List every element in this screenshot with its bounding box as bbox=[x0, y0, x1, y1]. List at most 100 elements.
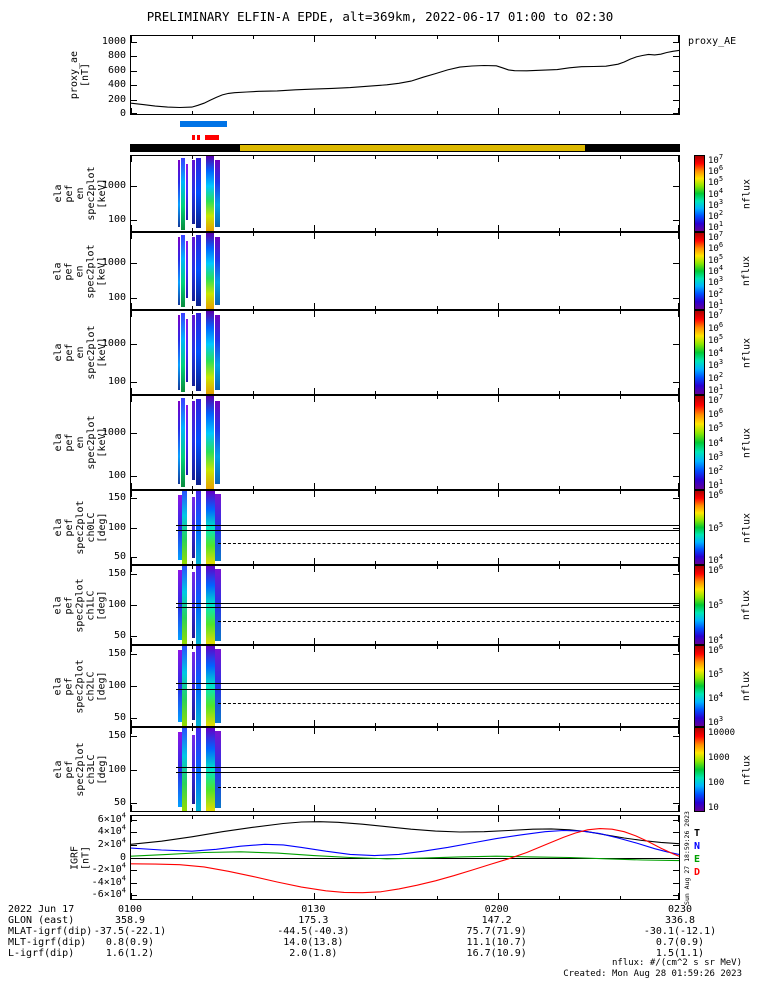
x-tick-minor bbox=[192, 36, 194, 39]
x-tick-mark bbox=[314, 805, 316, 811]
y-tick-label: 100 bbox=[107, 763, 126, 775]
x-tick-mark bbox=[314, 388, 316, 394]
plot-title: PRELIMINARY ELFIN-A EPDE, alt=369km, 202… bbox=[146, 9, 614, 24]
y-tick-mark bbox=[673, 56, 679, 58]
table-cell: 0.8(0.9) bbox=[105, 937, 155, 948]
y-tick-mark bbox=[131, 85, 137, 87]
proxy-ae-series-label: proxy_AE bbox=[688, 36, 737, 47]
spectrogram-stripe bbox=[191, 400, 195, 480]
y-tick-mark bbox=[673, 636, 679, 638]
x-tick-mark bbox=[497, 720, 499, 726]
x-tick-minor bbox=[558, 566, 560, 569]
spectrogram-stripe bbox=[214, 236, 221, 306]
y-tick-label: 100 bbox=[107, 680, 126, 691]
loss-cone-line bbox=[175, 683, 679, 685]
x-tick-mark bbox=[678, 816, 679, 822]
y-tick-mark bbox=[131, 475, 137, 477]
colorbar-title: nflux bbox=[741, 427, 752, 458]
x-tick-minor bbox=[253, 233, 255, 236]
x-tick-minor bbox=[375, 228, 377, 231]
x-tick-minor bbox=[558, 311, 560, 314]
x-tick-mark bbox=[131, 108, 132, 114]
colorbar-tick-label: 106 bbox=[708, 320, 724, 334]
y-tick-mark bbox=[131, 262, 137, 264]
x-tick-minor bbox=[436, 646, 438, 649]
x-tick-minor bbox=[375, 566, 377, 569]
x-tick-minor bbox=[253, 641, 255, 644]
x-tick-minor bbox=[558, 391, 560, 394]
colorbar bbox=[694, 395, 705, 490]
x-tick-minor bbox=[253, 896, 255, 899]
x-tick-mark bbox=[678, 558, 679, 564]
x-tick-minor bbox=[375, 641, 377, 644]
pitch-angle-panel-ch2lc bbox=[130, 645, 680, 727]
x-tick-minor bbox=[436, 396, 438, 399]
y-tick-label: 4×104 bbox=[97, 824, 126, 838]
spectrogram-stripe bbox=[205, 646, 215, 726]
anti-loss-cone-line bbox=[217, 786, 679, 788]
spectrogram-stripe bbox=[178, 732, 182, 807]
y-tick-mark bbox=[131, 882, 137, 884]
y-tick-mark bbox=[131, 113, 137, 114]
x-tick-minor bbox=[192, 228, 194, 231]
table-cell: 0100 bbox=[117, 904, 143, 915]
y-tick-label: 150 bbox=[107, 730, 126, 742]
x-tick-minor bbox=[619, 396, 621, 399]
spectrogram-stripe bbox=[182, 728, 187, 811]
table-row-label: 2022 Jun 17 bbox=[8, 904, 75, 915]
spectrogram-stripe bbox=[191, 315, 195, 386]
x-tick-minor bbox=[192, 723, 194, 726]
x-tick-mark bbox=[131, 483, 132, 489]
y-tick-label: -6×104 bbox=[91, 886, 126, 901]
line-series-plot bbox=[131, 821, 679, 894]
x-tick-mark bbox=[497, 646, 499, 652]
x-tick-mark bbox=[314, 638, 316, 644]
x-tick-minor bbox=[253, 36, 255, 39]
x-tick-mark bbox=[314, 311, 316, 317]
x-tick-minor bbox=[436, 36, 438, 39]
y-tick-label: 2×104 bbox=[97, 836, 126, 850]
x-tick-mark bbox=[131, 893, 132, 899]
line-series-plot bbox=[131, 49, 679, 109]
spectrogram-stripe bbox=[205, 311, 215, 394]
y-tick-label: 150 bbox=[107, 567, 126, 579]
x-tick-mark bbox=[131, 491, 132, 497]
y-tick-label: 800 bbox=[107, 50, 126, 62]
y-tick-mark bbox=[673, 220, 679, 222]
x-tick-minor bbox=[619, 728, 621, 731]
spectrogram-stripe bbox=[191, 734, 196, 805]
x-tick-mark bbox=[678, 646, 679, 652]
spectrogram-stripe bbox=[186, 163, 188, 220]
x-tick-mark bbox=[497, 816, 499, 822]
x-tick-minor bbox=[558, 808, 560, 811]
y-tick-mark bbox=[673, 769, 679, 771]
x-tick-minor bbox=[558, 896, 560, 899]
panel-y-axis-label: ela pef spec2plot ch3LC [deg] bbox=[52, 742, 108, 797]
colorbar-tick-label: 106 bbox=[708, 563, 724, 577]
x-tick-minor bbox=[192, 896, 194, 899]
y-tick-mark bbox=[673, 498, 679, 500]
x-tick-mark bbox=[497, 728, 499, 734]
x-tick-minor bbox=[436, 111, 438, 114]
x-tick-minor bbox=[436, 228, 438, 231]
x-tick-mark bbox=[497, 893, 499, 899]
loss-cone-line bbox=[175, 772, 679, 774]
x-tick-minor bbox=[619, 111, 621, 114]
x-tick-minor bbox=[253, 486, 255, 489]
x-tick-minor bbox=[375, 396, 377, 399]
colorbar-tick-label: 107 bbox=[708, 308, 724, 322]
colorbar-tick-label: 10 bbox=[708, 803, 719, 813]
y-tick-mark bbox=[673, 895, 679, 897]
x-tick-mark bbox=[497, 311, 499, 317]
table-cell: 16.7(10.9) bbox=[466, 948, 527, 959]
panel-y-axis-label: ela pef en spec2plot [keV] bbox=[52, 415, 108, 470]
anti-loss-cone-line bbox=[217, 542, 679, 544]
energy-spectrogram-panel-3 bbox=[130, 310, 680, 395]
x-tick-mark bbox=[497, 36, 499, 42]
colorbar-tick-label: 104 bbox=[708, 345, 724, 359]
table-cell: 0200 bbox=[484, 904, 509, 915]
y-tick-mark bbox=[673, 654, 679, 655]
y-tick-label: 100 bbox=[107, 376, 126, 388]
x-tick-minor bbox=[436, 391, 438, 394]
table-cell: 1.5(1.1) bbox=[655, 948, 705, 959]
